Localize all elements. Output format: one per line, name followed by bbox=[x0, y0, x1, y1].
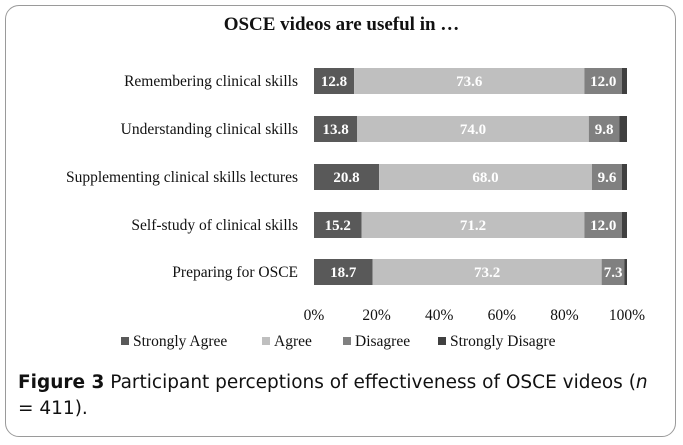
bar-segment bbox=[624, 259, 627, 285]
category-label: Preparing for OSCE bbox=[172, 264, 298, 281]
data-label: 9.6 bbox=[598, 170, 617, 186]
data-label: 12.0 bbox=[590, 218, 616, 234]
bar-segment bbox=[601, 259, 625, 285]
category-label: Supplementing clinical skills lectures bbox=[66, 169, 298, 186]
legend-swatch bbox=[343, 337, 351, 345]
legend-label: Strongly Agree bbox=[133, 333, 227, 350]
bar-segment bbox=[361, 212, 585, 238]
data-label: 73.2 bbox=[474, 265, 500, 281]
bar-segment bbox=[379, 164, 592, 190]
legend-label: Disagree bbox=[355, 333, 410, 350]
x-tick-label: 0% bbox=[304, 307, 325, 324]
data-label: 74.0 bbox=[460, 122, 486, 138]
legend-swatch bbox=[121, 337, 129, 345]
x-tick-label: 40% bbox=[425, 307, 454, 324]
data-label: 68.0 bbox=[472, 170, 498, 186]
caption-text: Participant perceptions of effectiveness… bbox=[104, 372, 636, 393]
stacked-bar-chart: Remembering clinical skills Understanding… bbox=[66, 68, 645, 350]
data-label: 13.8 bbox=[322, 122, 348, 138]
bar-segment bbox=[314, 68, 355, 94]
bar-segment bbox=[372, 259, 602, 285]
x-tick-label: 100% bbox=[609, 307, 645, 324]
figure-label: Figure 3 bbox=[18, 372, 105, 393]
data-label: 12.0 bbox=[590, 74, 616, 90]
data-label: 18.7 bbox=[330, 265, 357, 281]
caption-n-symbol: n bbox=[635, 372, 648, 393]
bar-segment bbox=[621, 212, 627, 238]
chart-title: OSCE videos are useful in … bbox=[223, 14, 460, 35]
legend-label: Strongly Disagre bbox=[450, 333, 556, 350]
bar-segment bbox=[314, 212, 362, 238]
data-label: 71.2 bbox=[460, 218, 486, 234]
bar-segment bbox=[619, 116, 627, 142]
bar-segment bbox=[584, 68, 622, 94]
data-label: 7.3 bbox=[604, 265, 623, 281]
category-label: Understanding clinical skills bbox=[121, 121, 298, 138]
bar-segment bbox=[621, 164, 627, 190]
bar-segment bbox=[584, 212, 622, 238]
data-label: 15.2 bbox=[325, 218, 351, 234]
bar-segment bbox=[621, 68, 627, 94]
data-label: 20.8 bbox=[333, 170, 359, 186]
bar-segment bbox=[591, 164, 622, 190]
x-tick-label: 60% bbox=[488, 307, 517, 324]
data-label: 73.6 bbox=[456, 74, 483, 90]
bar-segment bbox=[588, 116, 620, 142]
legend-label: Agree bbox=[274, 333, 312, 350]
bar-segment bbox=[314, 116, 358, 142]
caption-text-end: = 411). bbox=[18, 398, 88, 419]
legend-swatch bbox=[262, 337, 270, 345]
bar-segment bbox=[357, 116, 589, 142]
data-label: 12.8 bbox=[321, 74, 347, 90]
bar-segment bbox=[314, 259, 373, 285]
figure-caption: Figure 3 Participant perceptions of effe… bbox=[18, 370, 658, 422]
category-label: Remembering clinical skills bbox=[124, 73, 298, 90]
bar-segment bbox=[314, 164, 380, 190]
bar-segment bbox=[354, 68, 585, 94]
category-label: Self-study of clinical skills bbox=[131, 217, 298, 234]
x-tick-label: 20% bbox=[362, 307, 391, 324]
legend-swatch bbox=[438, 337, 446, 345]
x-tick-label: 80% bbox=[550, 307, 579, 324]
data-label: 9.8 bbox=[595, 122, 614, 138]
